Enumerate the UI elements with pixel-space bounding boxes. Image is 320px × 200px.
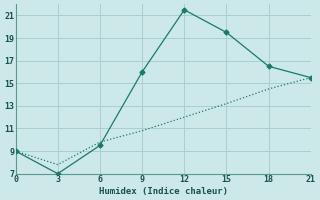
X-axis label: Humidex (Indice chaleur): Humidex (Indice chaleur) — [99, 187, 228, 196]
